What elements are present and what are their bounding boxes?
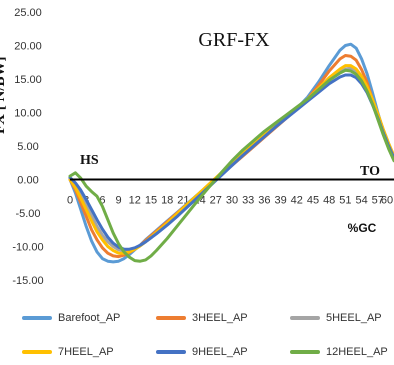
y-axis-label: FX [ N/BW] [0, 56, 8, 134]
x-tick-label: 48 [323, 195, 335, 207]
x-tick-label: 12 [129, 195, 141, 207]
x-tick-label: 60 [381, 195, 393, 207]
legend-swatch [290, 350, 320, 354]
x-tick-label: 51 [339, 195, 351, 207]
x-tick-label: 33 [242, 195, 254, 207]
chart-title: GRF-FX [198, 29, 270, 51]
legend-item: 7HEEL_AP [22, 344, 114, 360]
x-tick-label: 36 [258, 195, 270, 207]
y-tick-label: 20.00 [14, 41, 42, 53]
legend-label: 3HEEL_AP [192, 312, 248, 324]
y-tick-labels: 25.00 20.00 15.00 10.00 5.00 0.00 -5.00 -10.00 -… [12, 7, 43, 287]
chart-legend: Barefoot_AP 3HEEL_AP 5HEEL_AP 7HEEL_AP 9HEEL… [22, 308, 394, 362]
legend-item: 3HEEL_AP [156, 310, 248, 326]
series-lines [68, 42, 394, 264]
series-line-3heel-ap [68, 54, 394, 259]
series-line-barefoot-ap [68, 42, 394, 264]
x-tick-label: 54 [355, 195, 367, 207]
legend-label: Barefoot_AP [58, 312, 121, 324]
x-tick-label: 9 [116, 195, 122, 207]
x-tick-label: 42 [291, 195, 303, 207]
y-tick-label: 25.00 [14, 7, 42, 19]
legend-label: 9HEEL_AP [192, 346, 248, 358]
legend-swatch [22, 316, 52, 320]
y-tick-label: 0.00 [17, 175, 38, 187]
legend-item: Barefoot_AP [22, 310, 120, 326]
y-tick-label: -15.00 [12, 275, 43, 287]
x-tick-label: 18 [161, 195, 173, 207]
legend-label: 7HEEL_AP [58, 346, 114, 358]
x-tick-label: 27 [210, 195, 222, 207]
legend-swatch [156, 316, 186, 320]
annotation-to: TO [360, 164, 380, 179]
y-tick-label: 10.00 [14, 108, 42, 120]
x-tick-label: 15 [145, 195, 157, 207]
x-tick-label: 39 [274, 195, 286, 207]
x-tick-label: 6 [99, 195, 105, 207]
y-tick-label: -10.00 [12, 242, 43, 254]
y-tick-label: 5.00 [17, 141, 38, 153]
legend-swatch [156, 350, 186, 354]
annotation-hs: HS [80, 153, 99, 168]
x-tick-label: 45 [307, 195, 319, 207]
y-tick-label: -5.00 [15, 208, 40, 220]
legend-swatch [290, 316, 320, 320]
x-tick-label: 57 [372, 195, 384, 207]
x-tick-label: 30 [226, 195, 238, 207]
legend-swatch [22, 350, 52, 354]
chart-plot: 25.00 20.00 15.00 10.00 5.00 0.00 -5.00 -10.00 -… [12, 7, 394, 287]
legend-item: 9HEEL_AP [156, 344, 248, 360]
legend-label: 5HEEL_AP [326, 312, 382, 324]
legend-item: 12HEEL_AP [290, 344, 388, 360]
x-axis-label: %GC [348, 221, 377, 235]
y-tick-label: 15.00 [14, 74, 42, 86]
legend-item: 5HEEL_AP [290, 310, 382, 326]
x-tick-label: 0 [67, 195, 73, 207]
legend-label: 12HEEL_AP [326, 346, 388, 358]
